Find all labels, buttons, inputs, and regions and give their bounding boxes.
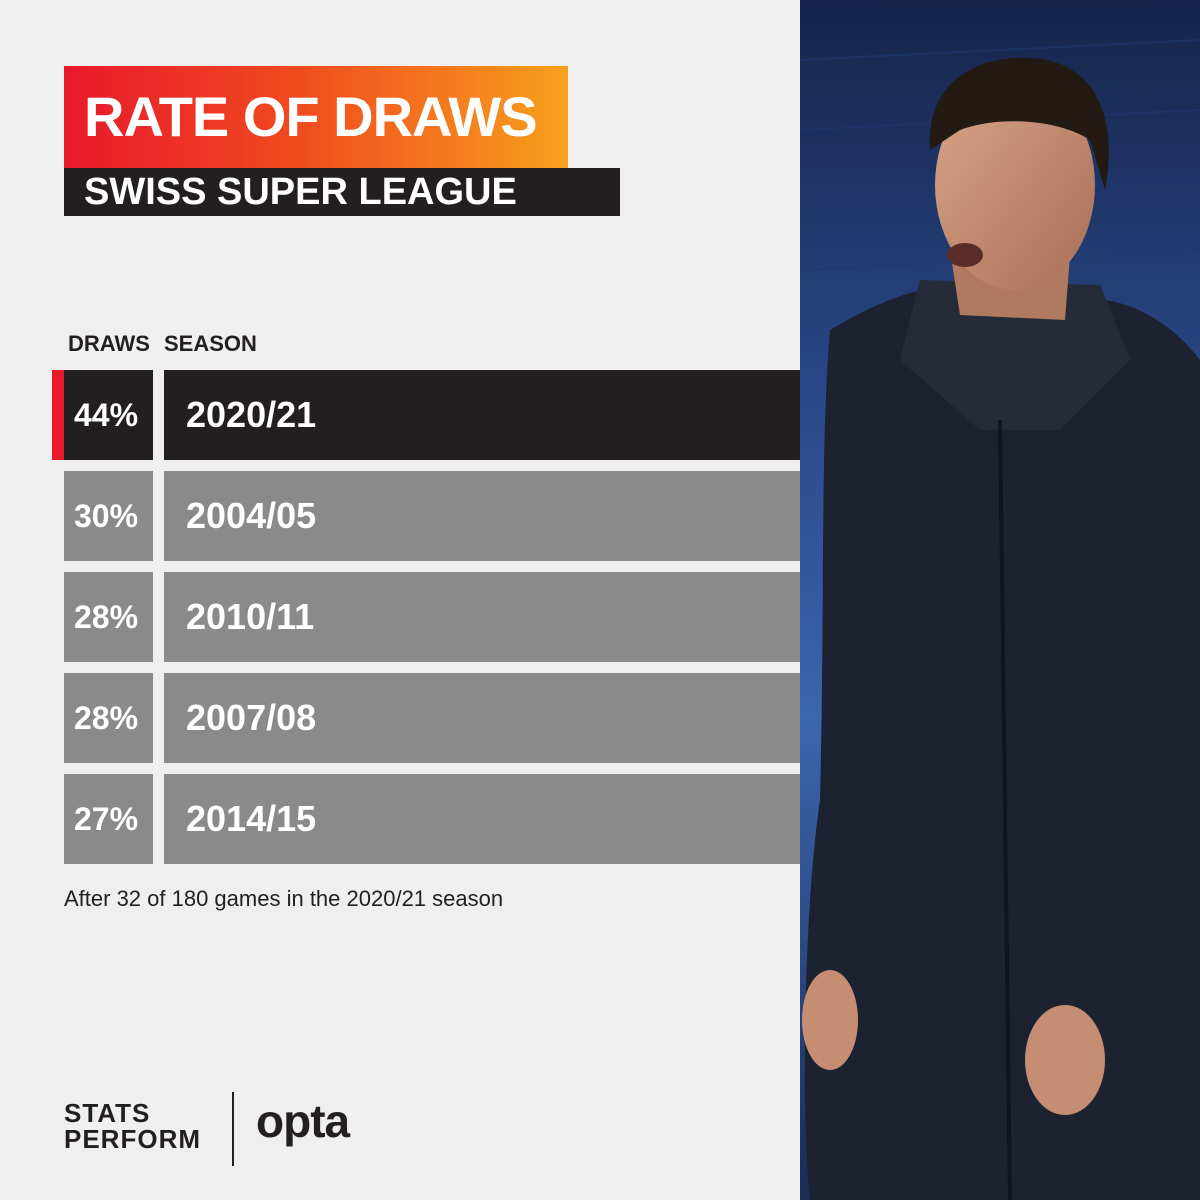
stats-perform-logo: STATS PERFORM — [64, 1100, 201, 1152]
season-cell — [164, 673, 800, 763]
season-cell — [164, 572, 800, 662]
coach-photo — [800, 0, 1200, 1200]
chart-title: RATE OF DRAWS — [84, 85, 538, 148]
season-column-header: SEASON — [164, 331, 257, 356]
season-value: 2004/05 — [186, 495, 317, 536]
table-row: 27% 2014/15 — [0, 774, 800, 864]
draws-value: 28% — [74, 599, 139, 635]
season-value: 2007/08 — [186, 697, 317, 738]
draws-value: 27% — [74, 801, 139, 837]
draws-column-header: DRAWS — [68, 331, 150, 356]
subtitle-banner — [64, 168, 620, 216]
title-banner — [64, 66, 568, 168]
stats-logo-line1: STATS — [64, 1098, 151, 1128]
table-row: 28% 2010/11 — [0, 572, 800, 662]
draws-value: 44% — [74, 397, 139, 433]
season-cell — [164, 774, 800, 864]
opta-logo: opta — [256, 1095, 350, 1147]
logo-divider — [232, 1092, 234, 1166]
stats-logo-line2: PERFORM — [64, 1124, 201, 1154]
season-cell — [164, 471, 800, 561]
draws-cell — [64, 370, 153, 460]
table-row: 30% 2004/05 — [0, 471, 800, 561]
table-row: 28% 2007/08 — [0, 673, 800, 763]
draws-cell — [64, 774, 153, 864]
season-value: 2014/15 — [186, 798, 317, 839]
footnote: After 32 of 180 games in the 2020/21 sea… — [64, 886, 504, 911]
highlight-accent-bar — [52, 370, 64, 460]
draws-value: 30% — [74, 498, 139, 534]
season-cell — [164, 370, 800, 460]
draws-value: 28% — [74, 700, 139, 736]
draws-cell — [64, 572, 153, 662]
season-value: 2010/11 — [186, 596, 315, 637]
draws-cell — [64, 471, 153, 561]
table-row: 44% 2020/21 — [0, 370, 800, 460]
draws-cell — [64, 673, 153, 763]
chart-subtitle: SWISS SUPER LEAGUE — [84, 171, 517, 213]
season-value: 2020/21 — [186, 394, 317, 435]
